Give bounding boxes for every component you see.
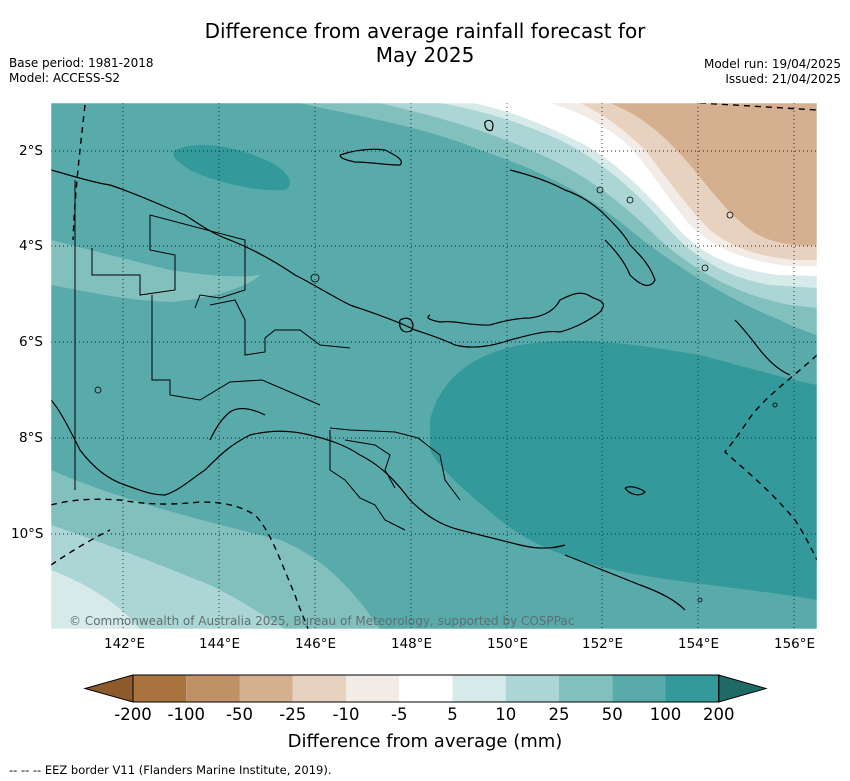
contour-100-200-nw [173,145,290,191]
colorbar-tick-label: -5 [391,705,408,724]
colorbar-tick-label: -100 [167,705,205,724]
base-period: Base period: 1981-2018 [9,56,154,70]
title-line-2: May 2025 [375,43,475,67]
colorbar-segment [505,675,559,702]
colorbar-segment [133,675,187,702]
colorbar-segment [399,675,453,702]
lat-tick-label: 6°S [19,334,43,350]
colorbar-segment [239,675,293,702]
metadata-right: Model run: 19/04/2025 Issued: 21/04/2025 [704,57,841,87]
colorbar [83,674,768,703]
colorbar-segment [292,675,346,702]
colorbar-title: Difference from average (mm) [287,731,563,752]
lon-tick-label: 142°E [104,636,146,652]
colorbar-tick-label: 25 [548,705,570,724]
colorbar-segment [346,675,400,702]
issued-date: Issued: 21/04/2025 [725,72,841,86]
lat-tick-label: 2°S [19,143,43,159]
lon-tick-label: 148°E [391,636,433,652]
colorbar-tick-label: -25 [279,705,307,724]
contour-minus50-minus25-ne [610,103,817,246]
colorbar-tick-label: -10 [332,705,360,724]
eez-footnote: -- -- -- EEZ border V11 (Flanders Marine… [9,763,332,777]
title-line-1: Difference from average rainfall forecas… [204,19,646,43]
colorbar-segment [612,675,666,702]
colorbar-tick-label: -200 [114,705,152,724]
colorbar-tick-label: 10 [495,705,517,724]
colorbar-tick-label: -50 [226,705,253,724]
colorbar-extend-high [718,674,768,703]
small-islands [94,186,778,603]
lon-tick-label: 154°E [678,636,720,652]
map-frame [50,102,818,630]
model-run: Model run: 19/04/2025 [703,57,841,71]
lon-tick-label: 152°E [582,636,624,652]
colorbar-segment [665,675,719,702]
colorbar-extend-low [83,674,134,703]
coastline-new-guinea [51,119,791,611]
colorbar-segment [452,675,506,702]
colorbar-segment [559,675,613,702]
metadata-left: Base period: 1981-2018 Model: ACCESS-S2 [9,56,154,86]
lat-tick-label: 8°S [19,430,43,446]
copyright-credit: © Commonwealth of Australia 2025, Bureau… [69,614,575,628]
contour-5-10-sw [51,570,140,629]
colorbar-segment [186,675,240,702]
eez-border-lines [51,103,817,629]
colorbar-frame [132,674,720,703]
lon-tick-label: 146°E [295,636,337,652]
colorbar-tick-label: 50 [601,705,623,724]
lon-tick-label: 156°E [774,636,816,652]
model-name: Model: ACCESS-S2 [9,71,121,85]
lat-tick-label: 4°S [19,238,43,254]
contour-25-50-west [51,240,260,302]
lon-tick-label: 144°E [199,636,241,652]
lon-tick-label: 150°E [487,636,529,652]
colorbar-tick-label: 200 [703,705,735,724]
colorbar-tick-label: 100 [649,705,682,724]
chart-title: Difference from average rainfall forecas… [0,19,850,67]
map-area [51,103,817,629]
colorbar-tick-label: 5 [447,705,458,724]
lat-tick-label: 10°S [11,526,44,542]
contour-100-200-east [430,340,817,600]
province-borders [74,180,461,531]
